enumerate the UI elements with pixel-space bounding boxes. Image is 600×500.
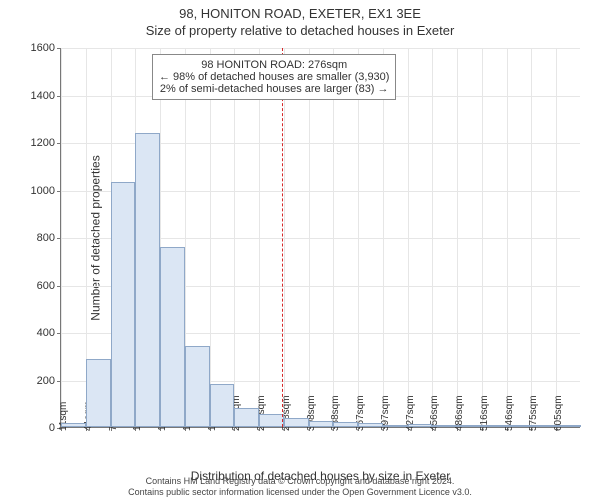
- histogram-bar: [86, 359, 111, 427]
- histogram-bar: [507, 425, 532, 427]
- y-tick-label: 200: [37, 375, 61, 387]
- gridline-v: [259, 48, 260, 427]
- histogram-bar: [309, 421, 334, 427]
- histogram-bar: [61, 423, 86, 427]
- reference-line: [282, 48, 283, 427]
- gridline-v: [457, 48, 458, 427]
- y-tick-label: 400: [37, 327, 61, 339]
- gridline-v: [482, 48, 483, 427]
- histogram-bar: [135, 133, 160, 428]
- gridline-v: [408, 48, 409, 427]
- footer-attribution: Contains HM Land Registry data © Crown c…: [0, 476, 600, 499]
- gridline-v: [61, 48, 62, 427]
- gridline-v: [507, 48, 508, 427]
- callout-box: 98 HONITON ROAD: 276sqm ← 98% of detache…: [152, 54, 397, 100]
- gridline-v: [556, 48, 557, 427]
- y-tick-label: 1400: [31, 90, 61, 102]
- gridline-v: [284, 48, 285, 427]
- y-tick-label: 1000: [31, 185, 61, 197]
- gridline-v: [531, 48, 532, 427]
- histogram-bar: [408, 424, 433, 427]
- histogram-bar: [482, 425, 507, 427]
- callout-line2: ← 98% of detached houses are smaller (3,…: [159, 71, 390, 83]
- gridline-v: [234, 48, 235, 427]
- page-subtitle: Size of property relative to detached ho…: [0, 21, 600, 38]
- callout-line3: 2% of semi-detached houses are larger (8…: [159, 83, 390, 95]
- histogram-bar: [333, 422, 358, 427]
- gridline-v: [333, 48, 334, 427]
- gridline-v: [309, 48, 310, 427]
- plot-area: 98 HONITON ROAD: 276sqm ← 98% of detache…: [60, 48, 580, 428]
- histogram-bar: [383, 425, 408, 427]
- histogram-bar: [111, 182, 136, 427]
- y-tick-label: 1200: [31, 137, 61, 149]
- histogram-bar: [185, 346, 210, 427]
- gridline-v: [432, 48, 433, 427]
- histogram-bar: [284, 418, 309, 428]
- gridline-v: [383, 48, 384, 427]
- y-tick-label: 600: [37, 280, 61, 292]
- y-tick-label: 1600: [31, 42, 61, 54]
- chart-root: 98, HONITON ROAD, EXETER, EX1 3EE Size o…: [0, 0, 600, 500]
- gridline-v: [210, 48, 211, 427]
- histogram-bar: [210, 384, 235, 427]
- histogram-bar: [457, 425, 482, 427]
- histogram-bar: [234, 408, 259, 427]
- y-tick-label: 800: [37, 232, 61, 244]
- histogram-bar: [259, 414, 284, 427]
- histogram-bar: [160, 247, 185, 428]
- footer-line1: Contains HM Land Registry data © Crown c…: [0, 476, 600, 487]
- gridline-v: [358, 48, 359, 427]
- histogram-bar: [432, 425, 457, 427]
- plot-wrapper: 98 HONITON ROAD: 276sqm ← 98% of detache…: [60, 48, 580, 428]
- histogram-bar: [358, 423, 383, 427]
- histogram-bar: [556, 425, 581, 427]
- gridline-h: [61, 48, 580, 49]
- page-title: 98, HONITON ROAD, EXETER, EX1 3EE: [0, 0, 600, 21]
- footer-line2: Contains public sector information licen…: [0, 487, 600, 498]
- callout-line1: 98 HONITON ROAD: 276sqm: [159, 59, 390, 71]
- histogram-bar: [531, 425, 556, 427]
